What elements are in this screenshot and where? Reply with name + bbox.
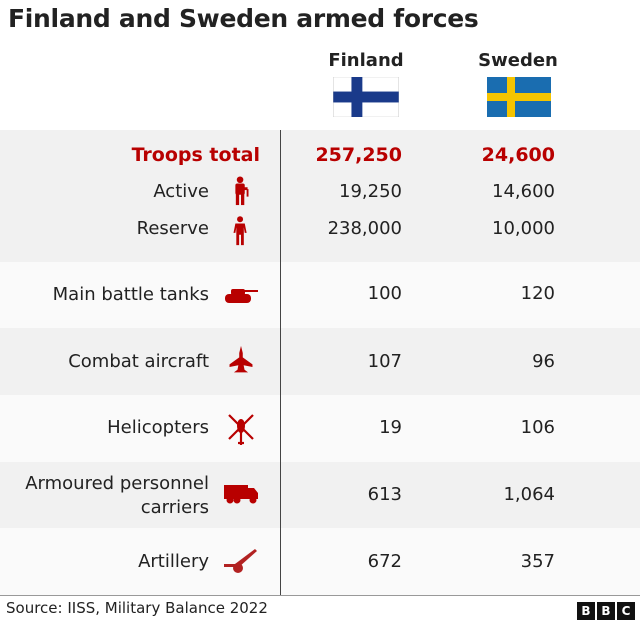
row-label-combat-aircraft: Combat aircraft <box>68 351 209 372</box>
footer-divider <box>0 595 640 596</box>
value-finland-artillery: 672 <box>367 551 402 572</box>
sweden-flag-icon <box>487 77 551 117</box>
value-sweden-apc: 1,064 <box>503 484 555 505</box>
row-label-armoured-personnel-carriers: Armoured personnel carriers <box>25 472 209 520</box>
value-sweden-troops-total: 24,600 <box>481 144 555 166</box>
value-sweden-helicopters: 106 <box>520 417 555 438</box>
aircraft-row <box>0 328 640 395</box>
helicopter-icon <box>228 414 254 445</box>
column-header-sweden: Sweden <box>478 50 558 71</box>
bbc-logo-letter: B <box>577 602 595 620</box>
column-header-finland: Finland <box>328 50 404 71</box>
artillery-icon <box>224 549 257 573</box>
row-label-reserve: Reserve <box>136 218 209 239</box>
value-sweden-active: 14,600 <box>492 181 555 202</box>
bbc-logo-letter: B <box>597 602 615 620</box>
value-finland-troops-total: 257,250 <box>315 144 402 166</box>
row-label-artillery: Artillery <box>138 551 209 572</box>
helicopters-row <box>0 395 640 462</box>
value-finland-helicopters: 19 <box>379 417 402 438</box>
apc-row <box>0 462 640 528</box>
person-icon <box>233 216 247 246</box>
value-finland-apc: 613 <box>367 484 402 505</box>
troops-row-group <box>0 130 640 262</box>
row-label-helicopters: Helicopters <box>107 417 209 438</box>
fighter-jet-icon <box>229 345 253 373</box>
row-label-active: Active <box>153 181 209 202</box>
row-label-line: Armoured personnel <box>25 473 209 494</box>
value-finland-active: 19,250 <box>339 181 402 202</box>
source-note: Source: IISS, Military Balance 2022 <box>6 599 268 617</box>
row-label-troops-total: Troops total <box>131 144 260 166</box>
finland-flag-icon <box>333 77 399 117</box>
column-divider <box>280 130 281 595</box>
row-label-line: carriers <box>140 497 209 518</box>
value-finland-tanks: 100 <box>367 283 402 304</box>
bbc-logo-letter: C <box>617 602 635 620</box>
soldier-icon <box>235 176 249 206</box>
value-finland-reserve: 238,000 <box>327 218 402 239</box>
tanks-row <box>0 262 640 328</box>
armoured-truck-icon <box>224 485 258 504</box>
artillery-row <box>0 528 640 595</box>
value-finland-aircraft: 107 <box>367 351 402 372</box>
value-sweden-aircraft: 96 <box>532 351 555 372</box>
chart-title: Finland and Sweden armed forces <box>8 4 479 33</box>
value-sweden-reserve: 10,000 <box>492 218 555 239</box>
tank-icon <box>225 289 258 303</box>
value-sweden-artillery: 357 <box>520 551 555 572</box>
value-sweden-tanks: 120 <box>520 283 555 304</box>
row-label-main-battle-tanks: Main battle tanks <box>52 284 209 305</box>
